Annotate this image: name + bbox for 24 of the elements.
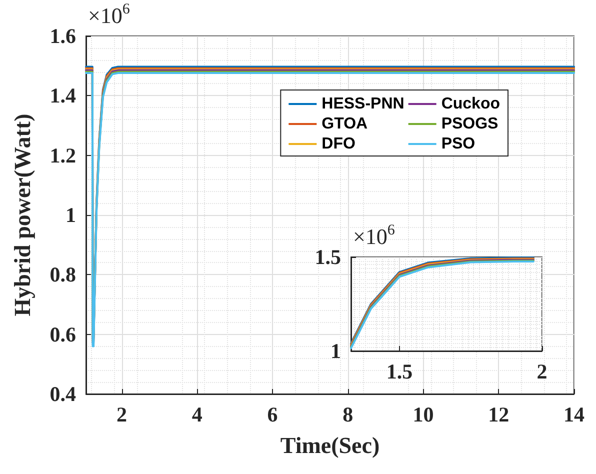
x-tick-label: 10 (412, 402, 434, 426)
y-tick-label: 1.4 (50, 84, 76, 108)
x-tick-label: 14 (564, 402, 585, 426)
legend-label: HESS-PNN (322, 96, 404, 112)
x-tick-label: 8 (342, 402, 354, 426)
legend-label: PSO (441, 136, 476, 152)
legend-label: PSOGS (441, 116, 499, 132)
y-tick-label: 1 (330, 339, 341, 363)
x-tick-label: 2 (536, 360, 548, 384)
legend-label: Cuckoo (441, 96, 500, 112)
x-tick-label: 4 (192, 402, 203, 426)
x-tick-label: 6 (267, 402, 278, 426)
y-tick-label: 0.8 (50, 262, 76, 287)
y-axis-title: Hybrid power(Watt) (10, 114, 35, 316)
y-tick-label: 0.4 (50, 382, 76, 406)
x-tick-label: 2 (116, 402, 128, 426)
legend-label: DFO (322, 136, 356, 152)
y-tick-label: 0.6 (50, 322, 76, 346)
y-tick-label: 1.2 (50, 143, 76, 168)
x-tick-label: 12 (488, 402, 510, 426)
y-tick-label: 1 (66, 203, 76, 227)
legend-label: GTOA (322, 116, 368, 132)
x-axis-title: Time(Sec) (280, 433, 380, 458)
y-tick-label: 1.6 (50, 24, 76, 48)
